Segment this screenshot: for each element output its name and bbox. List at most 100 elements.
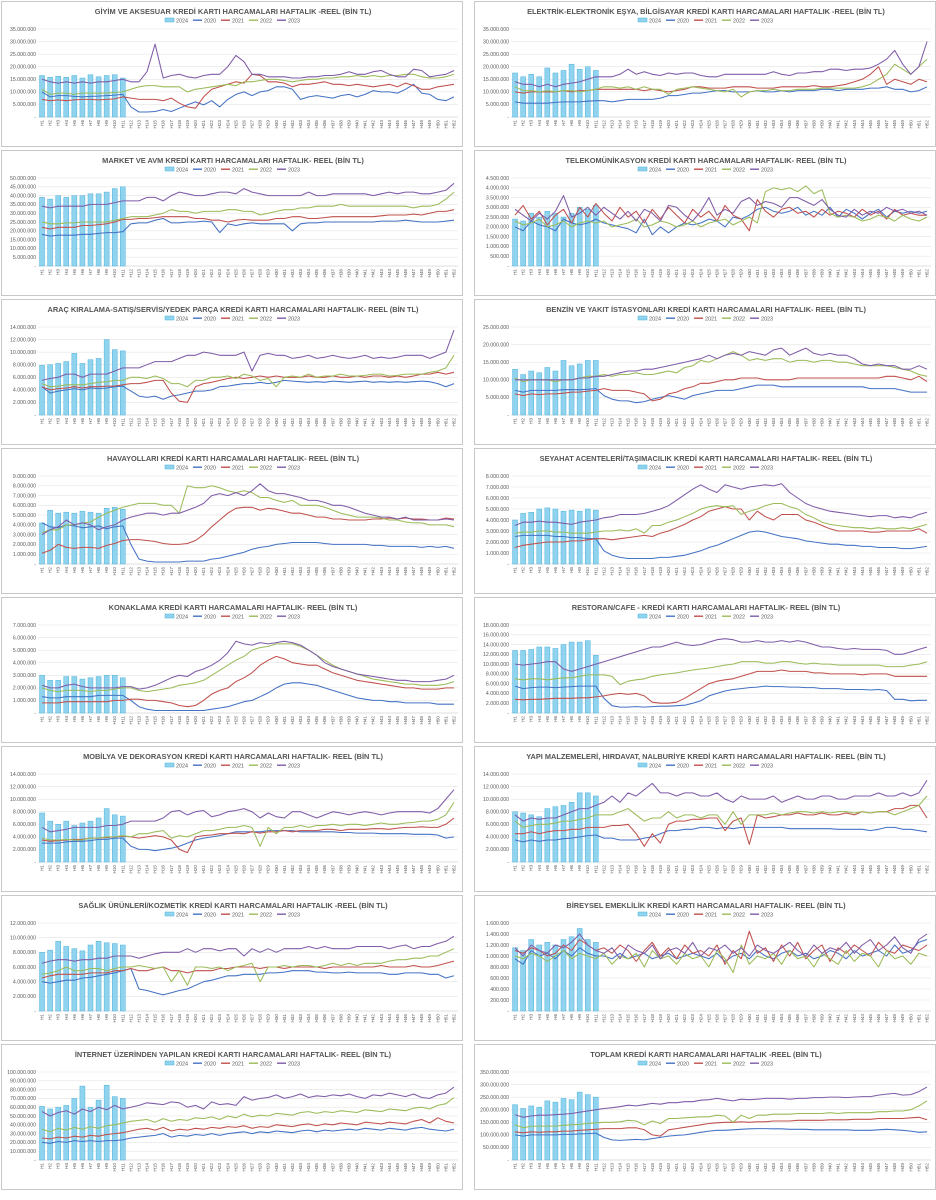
x-tick-label: H43 — [379, 418, 384, 427]
legend-label: 2021 — [232, 1062, 244, 1068]
x-tick-label: H13 — [609, 567, 614, 576]
legend-label: 2024 — [176, 764, 188, 770]
x-tick-label: H23 — [690, 1163, 695, 1172]
x-tick-label: H45 — [395, 567, 400, 576]
series-line-2020 — [514, 826, 928, 843]
x-tick-label: H13 — [609, 120, 614, 129]
x-tick-label: H24 — [225, 269, 230, 278]
bar-2024 — [39, 675, 45, 714]
legend-key-2023 — [750, 1062, 759, 1064]
legend-label: 2021 — [705, 1062, 717, 1068]
chart-svg: RESTORAN/CAFE - KREDİ KARTI HARCAMALARI … — [483, 603, 931, 725]
x-tick-label: H41 — [836, 120, 841, 129]
bar-2024 — [528, 814, 534, 863]
x-tick-label: H47 — [884, 567, 889, 576]
bar-2024 — [584, 66, 591, 118]
bar-2024 — [111, 943, 118, 1012]
bar-2024 — [71, 676, 78, 714]
x-tick-label: H42 — [844, 120, 849, 129]
x-tick-label: H5 — [72, 1014, 77, 1020]
x-tick-label: H32 — [290, 269, 295, 278]
chart-svg: TOPLAM KREDİ KARTI HARCAMALARI HAFTALIK … — [480, 1050, 931, 1172]
bar-2024 — [63, 77, 70, 118]
x-tick-label: H26 — [241, 567, 246, 576]
x-tick-label: H50 — [435, 1014, 440, 1023]
legend-label: 2022 — [260, 19, 272, 25]
x-tick-label: H8 — [569, 567, 574, 573]
legend-key-2020 — [666, 913, 675, 915]
x-tick-label: H4 — [537, 120, 542, 126]
x-tick-label: H23 — [690, 418, 695, 427]
bar-2024 — [111, 349, 118, 416]
legend-key-2020 — [666, 19, 675, 21]
x-tick-label: H27 — [723, 1014, 728, 1023]
bar-2024 — [593, 1096, 599, 1161]
x-tick-label: H27 — [723, 865, 728, 874]
chart-title: GİYİM VE AKSESUAR KREDİ KARTI HARCAMALAR… — [95, 7, 372, 16]
x-tick-label: H5 — [545, 1163, 550, 1169]
x-tick-label: H29 — [739, 865, 744, 874]
x-tick-label: H48 — [892, 1014, 897, 1023]
x-tick-label: H17 — [642, 120, 647, 129]
x-tick-label: H11 — [593, 418, 598, 427]
x-tick-label: H17 — [642, 1014, 647, 1023]
x-tick-label: H1 — [513, 1014, 518, 1020]
x-tick-label: H2 — [521, 1163, 526, 1169]
x-tick-label: H51 — [916, 1014, 921, 1023]
x-tick-label: H16 — [634, 716, 639, 725]
x-tick-label: H3 — [56, 1014, 61, 1020]
x-tick-label: H36 — [795, 1163, 800, 1172]
chart-title: ARAÇ KIRALAMA-SATIŞ/SERVİS/YEDEK PARÇA K… — [47, 305, 419, 314]
x-tick-label: H8 — [96, 120, 101, 126]
x-tick-label: H24 — [225, 1163, 230, 1172]
y-tick-label: 2.000.000 — [486, 701, 509, 707]
x-tick-label: H17 — [642, 1163, 647, 1172]
x-tick-label: H49 — [427, 1163, 432, 1172]
bar-2024 — [71, 825, 78, 863]
x-tick-label: H40 — [828, 865, 833, 874]
x-tick-label: H43 — [852, 418, 857, 427]
x-tick-label: H12 — [601, 1014, 606, 1023]
x-tick-label: H23 — [217, 716, 222, 725]
legend-label: 2024 — [649, 764, 661, 770]
x-tick-label: H46 — [403, 1163, 408, 1172]
x-tick-label: H41 — [836, 567, 841, 576]
x-tick-label: H50 — [908, 269, 913, 278]
bar-2024 — [536, 646, 543, 714]
x-tick-label: H51 — [443, 120, 448, 129]
x-tick-label: H42 — [844, 269, 849, 278]
x-tick-label: H13 — [136, 120, 141, 129]
x-tick-label: H17 — [642, 716, 647, 725]
y-tick-label: 18.000.000 — [483, 623, 509, 629]
bar-2024 — [95, 676, 102, 714]
chart-title: MOBİLYA VE DEKORASYON KREDİ KARTI HARCAM… — [83, 752, 383, 761]
x-tick-label: H29 — [739, 269, 744, 278]
x-tick-label: H32 — [290, 567, 295, 576]
legend-key-2020 — [666, 764, 675, 766]
x-tick-label: H6 — [553, 716, 558, 722]
x-tick-label: H1 — [513, 269, 518, 275]
series-line-2022 — [514, 502, 928, 534]
bar-2024 — [103, 808, 110, 863]
x-tick-label: H30 — [747, 418, 752, 427]
x-tick-label: H50 — [435, 567, 440, 576]
x-tick-label: H37 — [803, 418, 808, 427]
legend-label: 2023 — [761, 19, 773, 25]
x-tick-label: H26 — [241, 1014, 246, 1023]
x-tick-label: H7 — [561, 1014, 566, 1020]
series-line-2021 — [514, 198, 927, 232]
series-line-2020 — [41, 217, 455, 237]
bar-2024 — [63, 1105, 70, 1161]
x-tick-label: H4 — [64, 716, 69, 722]
x-tick-label: H29 — [266, 269, 271, 278]
x-tick-label: H12 — [601, 567, 606, 576]
legend-key-2024 — [637, 1060, 648, 1066]
x-tick-label: H46 — [403, 418, 408, 427]
legend-label: 2020 — [204, 19, 216, 25]
x-tick-label: H43 — [379, 120, 384, 129]
bar-2024 — [528, 370, 534, 416]
legend-label: 2022 — [260, 913, 272, 919]
x-tick-label: H21 — [201, 567, 206, 576]
x-tick-label: H14 — [618, 567, 623, 576]
series-line-2022 — [41, 948, 455, 986]
